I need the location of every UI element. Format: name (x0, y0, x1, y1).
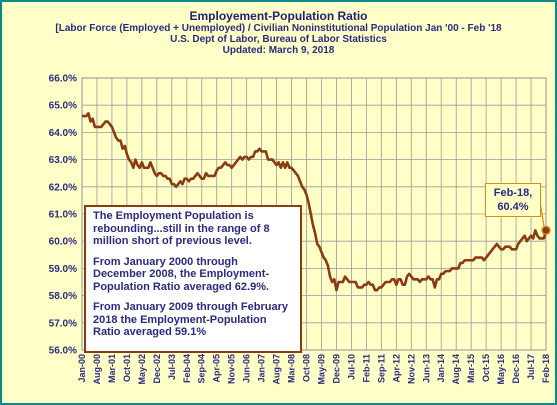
chart-subtitle-2: U.S. Dept of Labor, Bureau of Labor Stat… (170, 34, 387, 45)
x-tick-label: Feb-11 (361, 354, 371, 383)
y-axis-ticks: 56.0% 57.0% 58.0% 59.0% 60.0% 61.0% 62.0% 63.0%… (49, 74, 77, 357)
note-paragraph-1: The Employment Population is rebounding.… (93, 210, 270, 247)
x-axis-ticks: Jan-00 Aug-00 Mar-01 Oct-01 May-02 Dec-02 Jul-… (77, 354, 551, 385)
y-tick-label: 66.0% (49, 74, 77, 85)
latest-value-callout: Feb-18, 60.4% (485, 183, 541, 217)
y-tick-label: 59.0% (49, 264, 77, 275)
y-tick-label: 56.0% (49, 346, 77, 357)
x-tick-label: Nov-12 (406, 354, 416, 384)
series-line (82, 112, 548, 292)
chart-title-block: Employement-Population Ratio [Labor Forc… (2, 9, 555, 56)
x-tick-label: Sep-11 (376, 354, 386, 383)
callout-date: Feb-18, (493, 187, 533, 199)
chart-subtitle-1: [Labor Force (Employed + Unemployed) / C… (55, 23, 502, 34)
latest-point-marker (541, 225, 551, 236)
x-tick-label: Jan-07 (257, 354, 267, 383)
x-tick-label: Jul-03 (167, 354, 177, 380)
x-tick-label: Oct-15 (481, 354, 491, 382)
y-tick-label: 57.0% (49, 318, 77, 329)
y-tick-label: 62.0% (49, 182, 77, 193)
callout-value: 60.4% (497, 201, 529, 213)
y-tick-label: 64.0% (49, 128, 77, 139)
y-tick-label: 63.0% (49, 155, 77, 166)
y-tick-label: 65.0% (49, 101, 77, 112)
x-tick-label: Aug-00 (92, 354, 102, 385)
x-tick-label: Jun-13 (421, 354, 431, 383)
x-tick-label: Feb-18 (541, 354, 551, 383)
x-tick-label: Oct-08 (302, 354, 312, 382)
note-paragraph-2: From January 2000 through December 2008,… (93, 255, 270, 293)
x-tick-label: Oct-01 (122, 354, 132, 382)
x-tick-label: Jun-06 (242, 354, 252, 383)
x-tick-label: May-16 (496, 354, 506, 385)
x-tick-label: Aug-07 (272, 354, 282, 385)
x-tick-label: Aug-14 (451, 354, 461, 385)
chart-title: Employement-Population Ratio (189, 9, 368, 23)
x-tick-label: Jul-17 (526, 354, 536, 380)
y-tick-label: 61.0% (49, 210, 77, 221)
x-tick-label: Apr-12 (391, 354, 401, 383)
x-tick-label: Dec-02 (152, 354, 162, 384)
x-tick-label: Dec-16 (511, 354, 521, 384)
x-tick-label: Mar-01 (107, 354, 117, 383)
chart-subtitle-3: Updated: March 9, 2018 (222, 45, 335, 56)
x-tick-label: Dec-09 (331, 354, 341, 384)
x-tick-label: May-02 (137, 354, 147, 385)
annotation-note-box: The Employment Population is rebounding.… (84, 205, 302, 353)
x-tick-label: Jul-10 (346, 354, 356, 380)
x-tick-label: Sep-04 (197, 354, 207, 384)
y-tick-label: 58.0% (49, 291, 77, 302)
x-tick-label: Nov-05 (227, 354, 237, 384)
note-paragraph-3: From January 2009 through February 2018 … (93, 301, 288, 338)
x-tick-label: Mar-15 (466, 354, 476, 383)
x-tick-label: Jan-14 (436, 354, 446, 383)
x-tick-label: Apr-05 (212, 354, 222, 383)
x-tick-label: Feb-04 (182, 354, 192, 383)
x-tick-label: Jan-00 (77, 354, 87, 383)
y-tick-label: 60.0% (49, 237, 77, 248)
x-tick-label: Mar-08 (287, 354, 297, 383)
x-tick-label: May-09 (316, 354, 326, 385)
